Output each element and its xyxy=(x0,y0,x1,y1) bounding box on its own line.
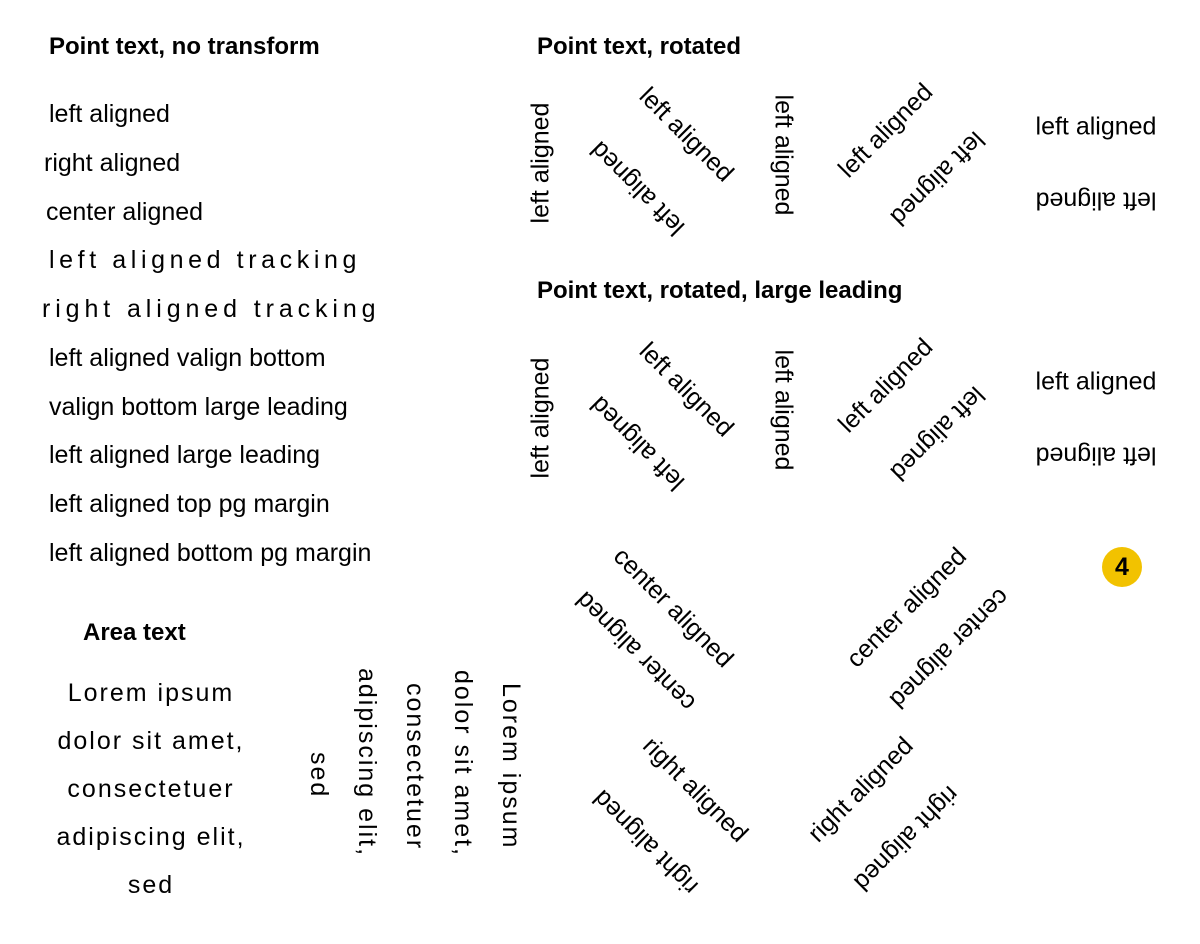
rotated-ll-text-minus-90: left aligned xyxy=(526,357,555,479)
area-text-line: consectetuer xyxy=(67,775,235,803)
heading-rotated: Point text, rotated xyxy=(537,33,742,60)
point-text-left-aligned: left aligned xyxy=(49,100,170,128)
point-text-top-pg-margin: left aligned top pg margin xyxy=(49,490,330,518)
point-text-right-aligned: right aligned xyxy=(44,149,181,177)
point-text-valign-bottom-large-leading: valign bottom large leading xyxy=(49,393,348,421)
heading-area-text: Area text xyxy=(83,619,186,646)
area-text-line: adipiscing elit, xyxy=(56,823,246,851)
area-text-line: Lorem ipsum xyxy=(67,679,235,707)
point-text-valign-bottom: left aligned valign bottom xyxy=(49,344,326,372)
area-text-vertical-line: sed xyxy=(305,752,333,799)
point-text-large-leading: left aligned large leading xyxy=(49,441,321,469)
rotated-text-135: left aligned xyxy=(884,125,991,232)
rotated-text-45: left aligned xyxy=(633,81,740,188)
heading-no-transform: Point text, no transform xyxy=(49,33,320,60)
rotated-ll-text-minus-135: left aligned xyxy=(584,390,691,497)
area-text-vertical-line: adipiscing elit, xyxy=(353,668,381,858)
rotated-text-minus-45: left aligned xyxy=(832,77,939,184)
rotated-ll-text-45: left aligned xyxy=(633,336,740,443)
rotated-text-90: left aligned xyxy=(769,94,798,216)
rotated-ll-text-90: left aligned xyxy=(769,349,798,471)
page-number-badge: 4 xyxy=(1102,547,1142,587)
rotated-text-minus-90: left aligned xyxy=(526,102,555,224)
area-text-vertical-line: Lorem ipsum xyxy=(497,683,525,850)
point-text-bottom-pg-margin: left aligned bottom pg margin xyxy=(49,539,372,567)
point-text-center-aligned: center aligned xyxy=(46,198,204,226)
rotated-text-0: left aligned xyxy=(1035,112,1157,141)
point-text-right-aligned-tracking: right aligned tracking xyxy=(42,295,381,323)
rotated-text-180: left aligned xyxy=(1035,186,1157,215)
area-text-line: dolor sit amet, xyxy=(57,727,245,755)
rotated-ll-text-180: left aligned xyxy=(1035,441,1157,470)
rotated-ll-text-minus-45: left aligned xyxy=(832,332,939,439)
rotated-right-text-minus-135: right aligned xyxy=(587,784,704,901)
rotated-ll-text-0: left aligned xyxy=(1035,367,1157,396)
point-text-left-aligned-tracking: left aligned tracking xyxy=(49,246,362,274)
rotated-right-text-45: right aligned xyxy=(637,731,754,848)
area-text-line: sed xyxy=(127,871,175,899)
area-text-vertical-line: dolor sit amet, xyxy=(449,670,477,858)
rotated-text-minus-135: left aligned xyxy=(584,135,691,242)
area-text-vertical-line: consectetuer xyxy=(401,683,429,851)
heading-rotated-large-leading: Point text, rotated, large leading xyxy=(537,277,903,304)
rotated-ll-text-135: left aligned xyxy=(884,380,991,487)
